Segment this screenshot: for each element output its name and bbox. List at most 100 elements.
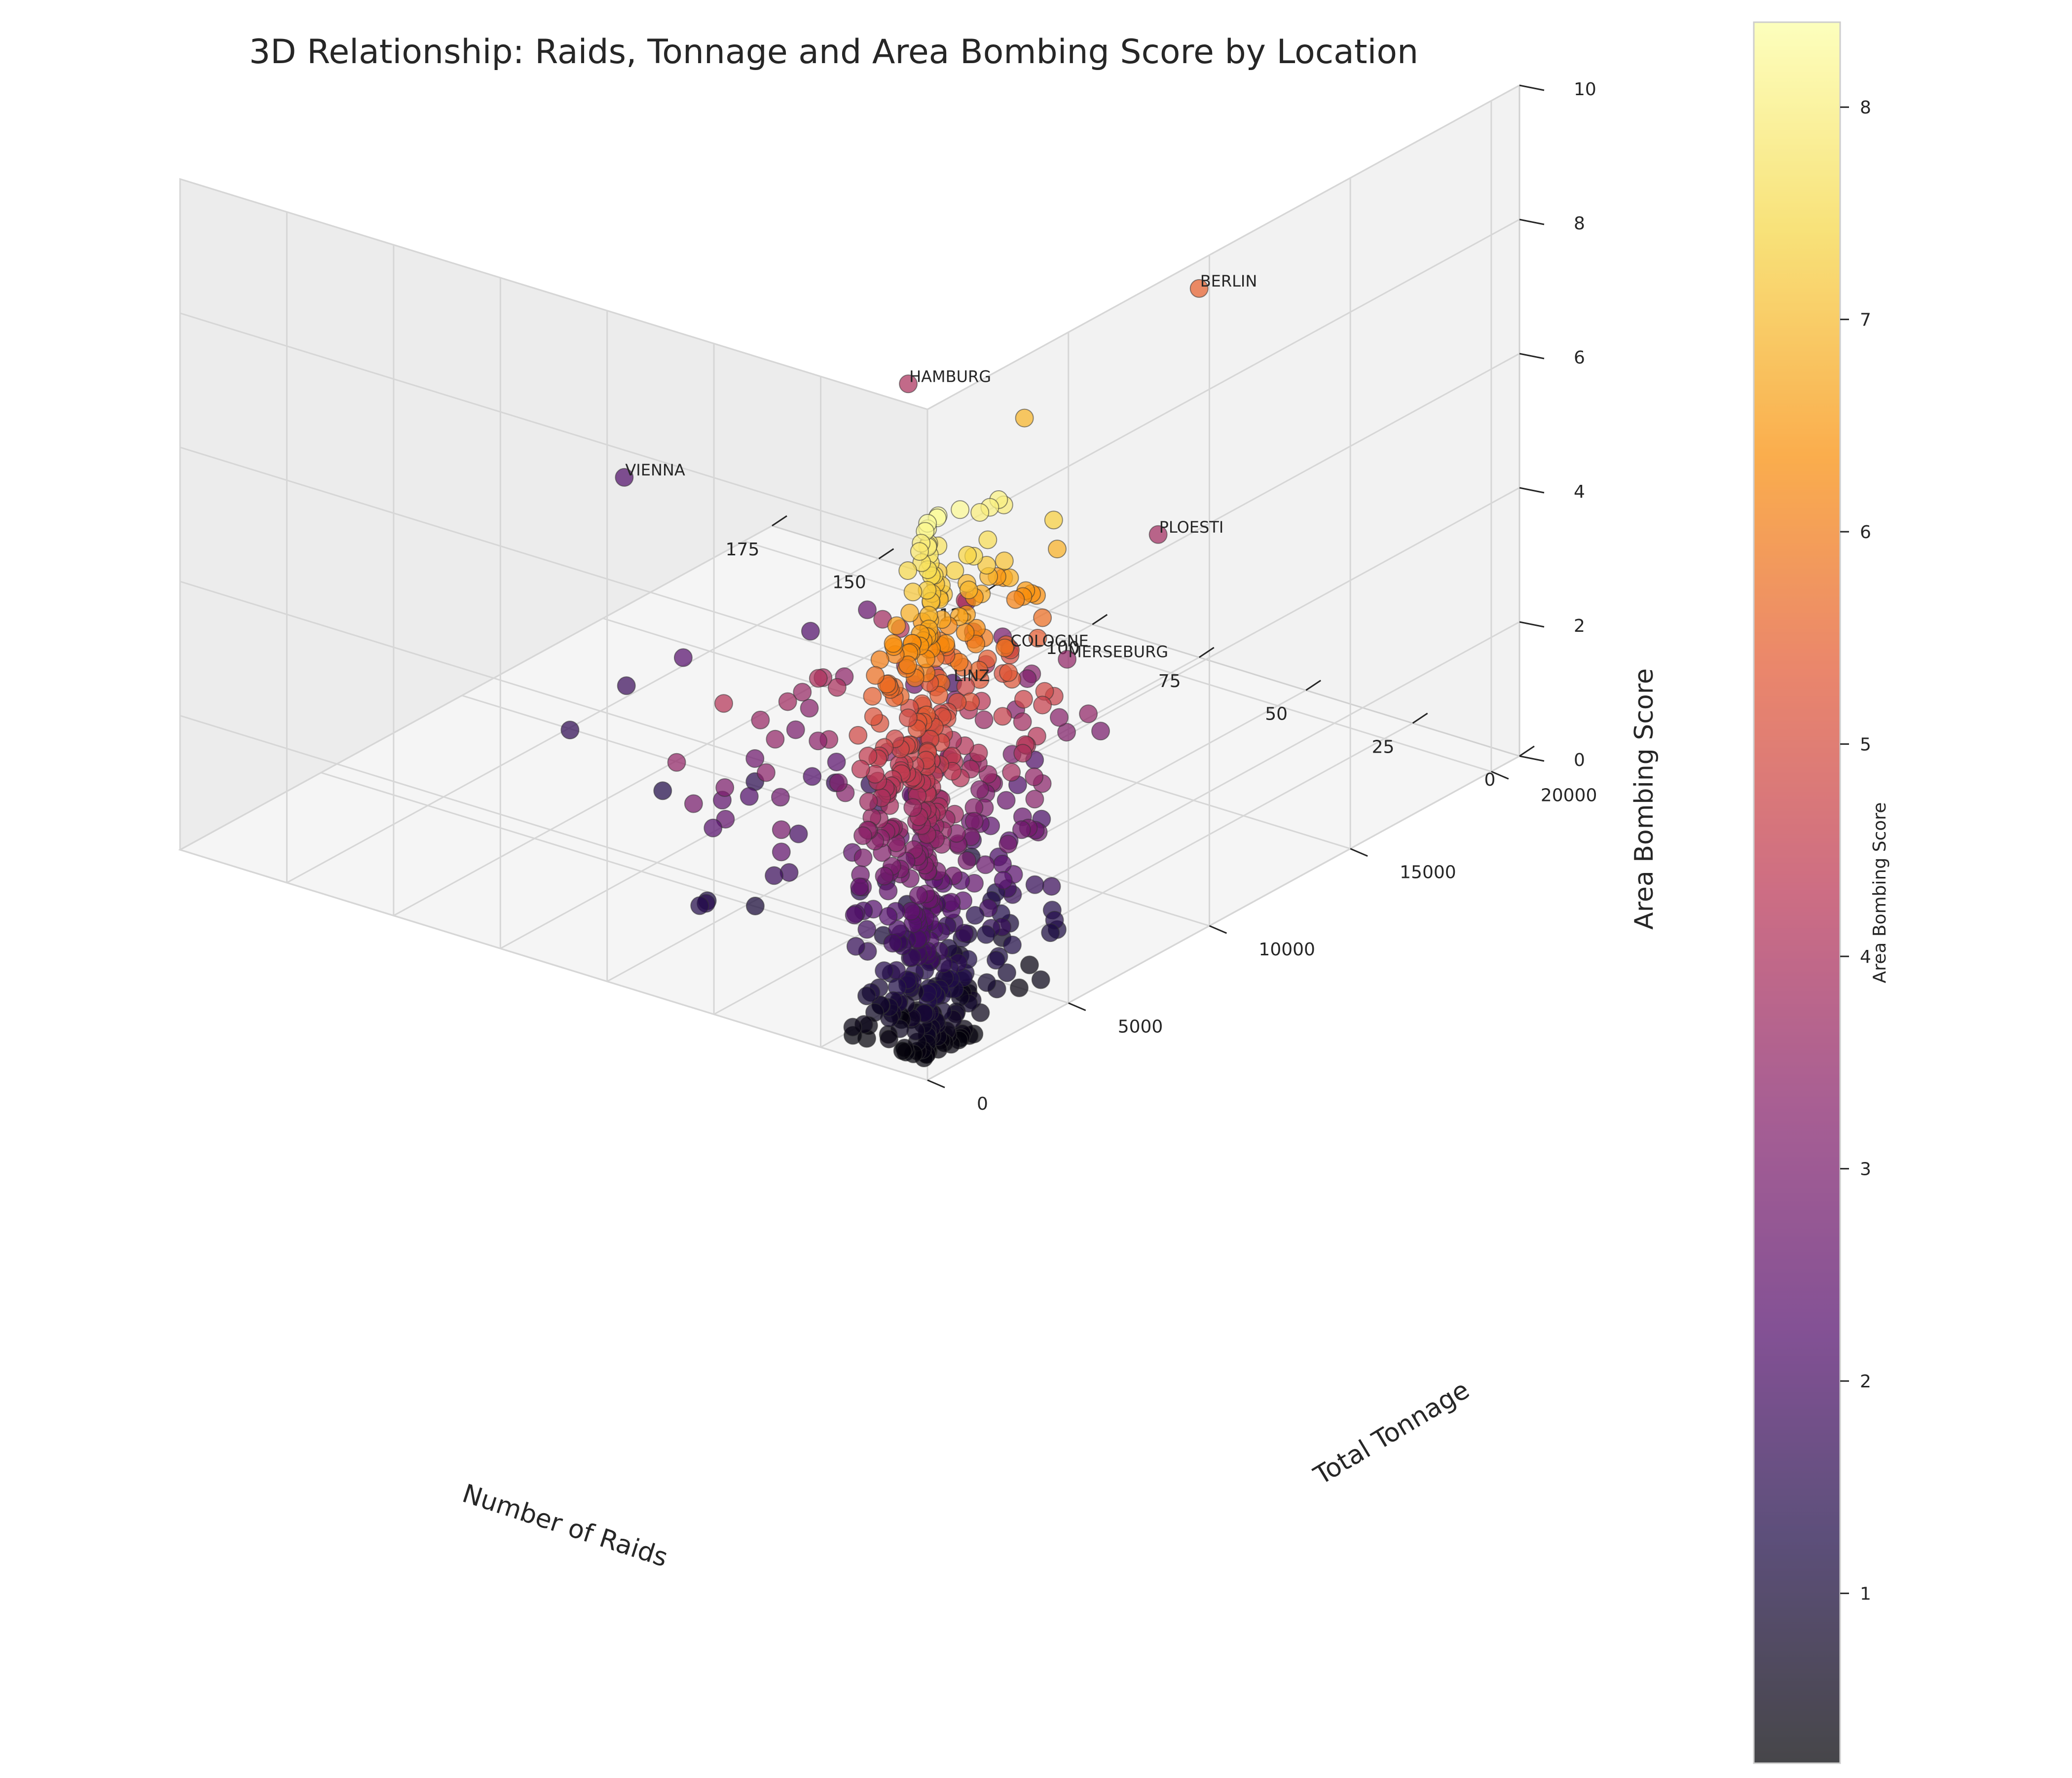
scatter-point (1050, 708, 1069, 727)
scatter-point (1091, 722, 1110, 741)
scatter-point (772, 820, 791, 839)
x-tick-label: 25 (1372, 737, 1395, 757)
y-tick-label: 10000 (1258, 940, 1315, 960)
z-tick-mark (1519, 487, 1545, 494)
scatter-point (1041, 923, 1060, 943)
scatter-point (958, 851, 977, 870)
scatter-point (615, 468, 634, 487)
scatter-point (1028, 628, 1047, 648)
scatter-point (964, 812, 984, 831)
z-tick-mark (1519, 218, 1545, 225)
scatter-point (857, 920, 877, 939)
scatter-point (851, 760, 870, 779)
x-grid-floor (500, 623, 1093, 949)
point-label: HAMBURG (909, 367, 991, 386)
scatter-point (898, 708, 918, 727)
scatter-point (1012, 820, 1031, 839)
z-grid-back (180, 178, 928, 410)
scatter-point (965, 906, 985, 925)
scatter-point (903, 582, 923, 602)
x-tick-label: 0 (1484, 770, 1496, 790)
y-grid-floor (461, 694, 1210, 927)
scatter-point (684, 794, 703, 813)
scatter-point (866, 666, 885, 685)
z-grid-side (927, 755, 1520, 1081)
scatter-point (870, 650, 889, 669)
scatter-point (959, 581, 978, 600)
scatter-point (893, 1041, 912, 1060)
scatter-point (845, 906, 864, 925)
scatter-point (809, 669, 828, 688)
scatter-point (1079, 704, 1098, 724)
colorbar-tick-label: 4 (1860, 947, 1871, 967)
colorbar: 1 2 3 4 5 6 7 8 Area Bombing Score (1753, 21, 1890, 1764)
scatter-point (880, 1029, 898, 1049)
z-grid-back (180, 312, 928, 544)
scatter-point (1009, 978, 1029, 997)
scatter-point (715, 778, 735, 797)
scatter-point (1148, 525, 1168, 544)
scatter-point (617, 676, 636, 695)
point-label: PLOESTI (1159, 518, 1224, 537)
scatter-point (829, 773, 848, 792)
y-tick-label: 0 (977, 1094, 988, 1114)
scatter-point (995, 638, 1014, 657)
scatter-point (751, 710, 770, 729)
z-tick-mark (1519, 755, 1545, 762)
scatter-point (1002, 935, 1022, 954)
colorbar-tick-label: 8 (1860, 98, 1871, 118)
scatter-point (898, 561, 918, 580)
scatter-point (714, 694, 733, 713)
scatter-point (1013, 744, 1033, 763)
scatter-point (1042, 877, 1061, 896)
scatter-point (803, 767, 822, 786)
scatter-point (1048, 540, 1067, 559)
scatter-point (853, 826, 872, 845)
point-label: COLOGNE (1010, 632, 1088, 651)
scatter-point (1044, 510, 1063, 530)
scatter-point (910, 542, 929, 561)
colorbar-gradient (1753, 21, 1841, 1764)
scatter-point (859, 792, 878, 811)
z-grid-side (927, 218, 1520, 544)
scatter-point (1014, 689, 1033, 709)
scatter-point (997, 791, 1016, 810)
scatter-point (903, 798, 923, 817)
scatter-point (827, 678, 847, 697)
scatter-point (883, 934, 902, 953)
x-axis-label: Number of Raids (459, 1479, 671, 1573)
scatter-point (875, 867, 894, 886)
scatter-point (843, 1017, 862, 1037)
scatter-point (1013, 712, 1032, 731)
scatter-point (849, 726, 868, 745)
y-grid-floor (602, 617, 1351, 850)
scatter-point (999, 663, 1018, 682)
scatter-point (771, 788, 790, 807)
z-grid-back (180, 581, 928, 813)
x-tick-mark (878, 548, 894, 559)
scatter-point (1057, 723, 1076, 742)
x-tick-label: 175 (726, 540, 760, 560)
scatter-point (974, 710, 994, 729)
scatter-point (998, 963, 1016, 982)
scatter-point (887, 616, 906, 635)
x-tick-mark (1092, 614, 1108, 625)
colorbar-tick-label: 6 (1860, 522, 1871, 543)
colorbar-tick-label: 7 (1860, 310, 1871, 330)
scatter-point (994, 871, 1013, 890)
point-label: BERLIN (1200, 272, 1258, 290)
scatter-point (690, 896, 709, 915)
scatter-point (703, 818, 723, 837)
colorbar-ticks: 1 2 3 4 5 6 7 8 (1840, 98, 1871, 1604)
scatter-point (956, 623, 975, 642)
scatter-points (560, 279, 1209, 1067)
y-grid-floor (743, 540, 1492, 772)
x-grid-floor (606, 656, 1200, 982)
z-tick-mark (1519, 84, 1545, 91)
y-tick-label: 5000 (1118, 1017, 1163, 1037)
x-tick-label: 50 (1265, 704, 1288, 725)
y-axis-label: Total Tonnage (1309, 1375, 1475, 1491)
scatter-point (745, 897, 765, 915)
scatter-point (850, 877, 869, 897)
